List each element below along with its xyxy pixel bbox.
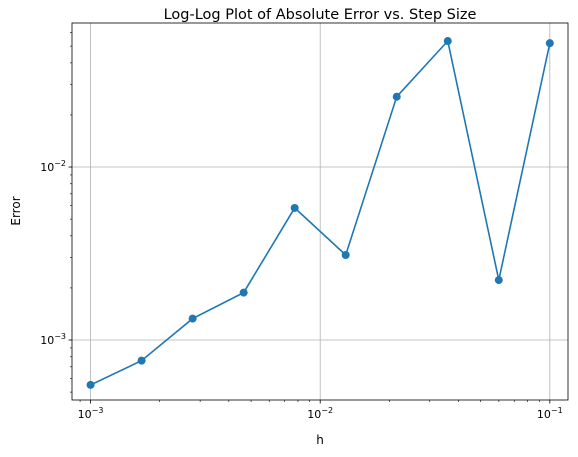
x-tick-label: 10−3 (78, 406, 104, 421)
data-point (290, 203, 299, 212)
y-tick-label: 10−3 (40, 332, 66, 347)
x-tick-label: 10−2 (307, 406, 333, 421)
data-point (239, 288, 248, 297)
data-points (86, 37, 554, 389)
series-line (90, 39, 551, 386)
series-polyline (90, 39, 551, 386)
axis-ticks: 10−3 10−2 10−1 10−3 10−2 (40, 32, 563, 421)
chart-title: Log-Log Plot of Absolute Error vs. Step … (164, 7, 477, 23)
data-point (494, 276, 503, 285)
data-point (86, 380, 95, 389)
data-point (188, 314, 197, 323)
data-point (443, 37, 452, 46)
x-tick-label: 10−1 (537, 406, 563, 421)
data-point (545, 39, 554, 48)
data-point (341, 251, 350, 260)
data-point (137, 356, 146, 365)
x-axis-label: h (316, 433, 324, 447)
grid-lines (72, 23, 568, 400)
data-point (392, 92, 401, 101)
y-axis-label: Error (9, 196, 23, 225)
y-tick-label: 10−2 (40, 159, 66, 174)
